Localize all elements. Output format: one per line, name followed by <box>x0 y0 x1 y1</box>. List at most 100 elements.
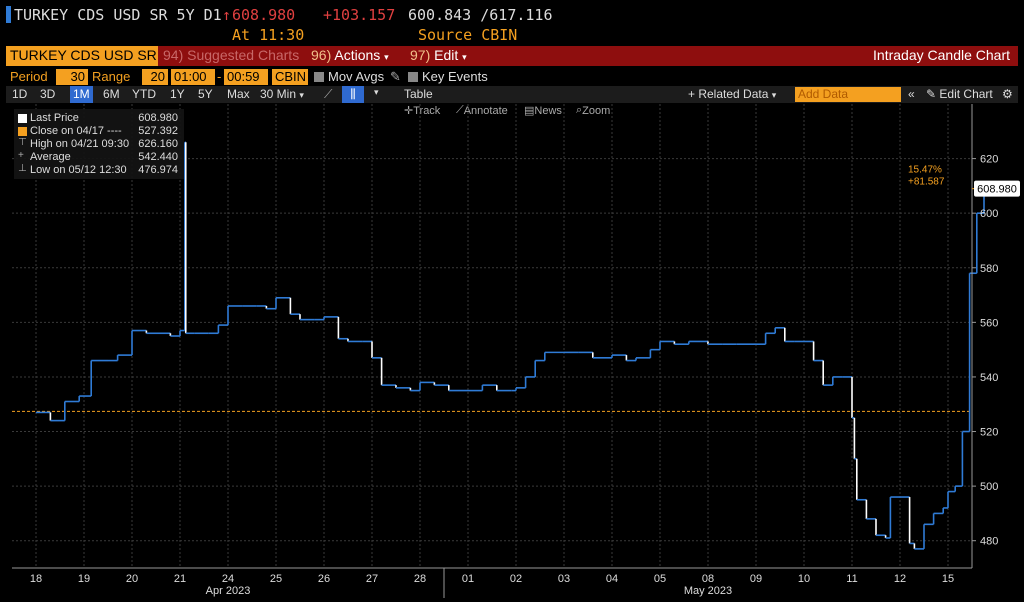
range-ytd[interactable]: YTD <box>132 87 156 101</box>
pencil-icon[interactable]: ✎ <box>390 69 401 84</box>
change-value-label: +81.587 <box>908 177 945 188</box>
period-row: Period 30 Range 20 01:00 - 00:59 CBIN Mo… <box>6 69 1018 86</box>
edit-menu[interactable]: 97) Edit ▾ <box>410 47 467 63</box>
chart-type-label: Intraday Candle Chart <box>873 47 1010 63</box>
x-tick-label: 28 <box>414 573 426 585</box>
edit-code: 97) <box>410 47 431 63</box>
price-series <box>36 141 985 550</box>
x-tick-label: 10 <box>798 573 810 585</box>
y-tick-label: 540 <box>980 372 998 384</box>
line-chart-icon[interactable]: ⟋ <box>324 87 333 101</box>
pencil-icon: ✎ <box>926 87 937 101</box>
collapse-icon[interactable]: « <box>908 87 915 101</box>
zoom-tool[interactable]: ⌕ Zoom <box>576 104 611 117</box>
average-icon: + <box>18 150 24 161</box>
up-arrow-icon: ↑ <box>222 6 232 24</box>
chart-grid <box>12 104 972 568</box>
source-input[interactable]: CBIN <box>272 69 308 85</box>
time-separator: - <box>217 69 222 84</box>
range-label: Range <box>92 69 131 84</box>
x-tick-label: 01 <box>462 573 474 585</box>
y-tick-label: 580 <box>980 263 998 275</box>
key-events-label: Key Events <box>422 69 488 84</box>
legend-label: High on 04/21 09:30 <box>30 138 130 150</box>
legend-value: 542.440 <box>138 151 178 163</box>
legend-value: 626.160 <box>138 138 178 150</box>
time-from-input[interactable]: 01:00 <box>171 69 215 85</box>
table-button[interactable]: Table <box>404 87 433 101</box>
range-1d[interactable]: 1D <box>12 87 28 101</box>
chevron-down-icon: ▾ <box>384 52 389 62</box>
y-tick-label: 480 <box>980 536 998 548</box>
last-price: 608.980 <box>232 6 296 24</box>
suggested-code: 94) <box>163 47 184 63</box>
annotate-label: Annotate <box>463 105 508 117</box>
y-tick-label: 620 <box>980 154 998 166</box>
suggested-charts-button[interactable]: 94) Suggested Charts <box>163 47 299 63</box>
x-tick-label: 24 <box>222 573 234 585</box>
suggested-label: Suggested Charts <box>187 47 300 63</box>
candle-chart-icon[interactable]: ⫼ <box>342 86 364 103</box>
y-axis: 480 500 520 540 560 580 600 620 <box>971 104 998 568</box>
legend-last-price: Last Price 608.980 <box>18 112 182 125</box>
high-icon: ⊤ <box>18 137 27 148</box>
y-tick-label: 500 <box>980 481 998 493</box>
legend-value: 476.974 <box>138 164 178 176</box>
news-tool[interactable]: ▤ News <box>524 105 562 117</box>
news-label: News <box>534 105 562 117</box>
bid-ask: 600.843 /617.116 <box>408 6 553 24</box>
function-bar: TURKEY CDS USD SR 94) Suggested Charts 9… <box>6 46 1018 66</box>
y-tick-label: 600 <box>980 208 998 220</box>
actions-menu[interactable]: 96) Actions ▾ <box>311 47 389 63</box>
x-tick-label: 11 <box>846 573 857 585</box>
chart-style-dropdown-icon[interactable]: ▾ <box>374 87 379 97</box>
x-tick-label: 20 <box>126 573 138 585</box>
key-events-checkbox[interactable] <box>408 72 418 82</box>
x-tick-label: 27 <box>366 573 378 585</box>
mov-avgs-checkbox[interactable] <box>314 72 324 82</box>
edit-chart-button[interactable]: ✎ Edit Chart <box>926 87 993 101</box>
actions-code: 96) <box>311 47 332 63</box>
legend-label: Low on 05/12 12:30 <box>30 164 127 176</box>
range-max[interactable]: Max <box>227 87 250 101</box>
legend-close: Close on 04/17 ---- 527.392 <box>18 125 182 138</box>
month-label: Apr 2023 <box>206 585 251 597</box>
legend-low: ⊥ Low on 05/12 12:30 476.974 <box>18 163 182 177</box>
range-5y[interactable]: 5Y <box>198 87 213 101</box>
interval-select[interactable]: 30 Min ▾ <box>260 87 304 101</box>
related-data-label: + Related Data <box>688 87 769 101</box>
ticker-title: TURKEY CDS USD SR 5Y D1 <box>14 6 222 24</box>
x-tick-label: 19 <box>78 573 90 585</box>
actions-label: Actions <box>334 47 381 63</box>
legend-label: Last Price <box>30 112 79 124</box>
legend-swatch <box>18 114 27 123</box>
period-input[interactable]: 30 <box>56 69 88 85</box>
edit-label: Edit <box>434 47 459 63</box>
legend-value: 527.392 <box>138 125 178 137</box>
x-tick-label: 04 <box>606 573 618 585</box>
x-tick-label: 15 <box>942 573 954 585</box>
time-to-input[interactable]: 00:59 <box>224 69 268 85</box>
related-data-button[interactable]: + Related Data ▾ <box>688 87 776 101</box>
settings-gear-icon[interactable]: ⚙ <box>1002 87 1013 101</box>
ticker-input[interactable]: TURKEY CDS USD SR <box>6 46 158 66</box>
legend-label: Close on 04/17 ---- <box>30 125 122 137</box>
x-axis: 18 19 20 21 24 25 26 27 28 01 02 03 04 05 08 09 10 11 12 15… <box>12 567 972 598</box>
change-percent-label: 15.47% <box>908 165 942 176</box>
chart-annotations: 608.980 15.47%+81.587 <box>908 165 1020 197</box>
legend-average: + Average 542.440 <box>18 150 182 164</box>
mov-avgs-label: Mov Avgs <box>328 69 385 84</box>
edit-chart-label: Edit Chart <box>939 87 993 101</box>
range-3d[interactable]: 3D <box>40 87 56 101</box>
annotate-tool[interactable]: ⟋ Annotate <box>456 104 508 117</box>
add-data-input[interactable]: Add Data <box>795 87 901 102</box>
chevron-down-icon: ▾ <box>299 90 304 100</box>
range-input[interactable]: 20 <box>142 69 168 85</box>
range-1y[interactable]: 1Y <box>170 87 185 101</box>
range-toolbar: 1D 3D 1M 6M YTD 1Y 5Y Max 30 Min ▾ ⟋ ⫼ ▾… <box>6 86 1018 103</box>
range-1m[interactable]: 1M <box>70 86 93 103</box>
x-tick-label: 12 <box>894 573 906 585</box>
range-6m[interactable]: 6M <box>103 87 120 101</box>
legend-label: Average <box>30 151 71 163</box>
